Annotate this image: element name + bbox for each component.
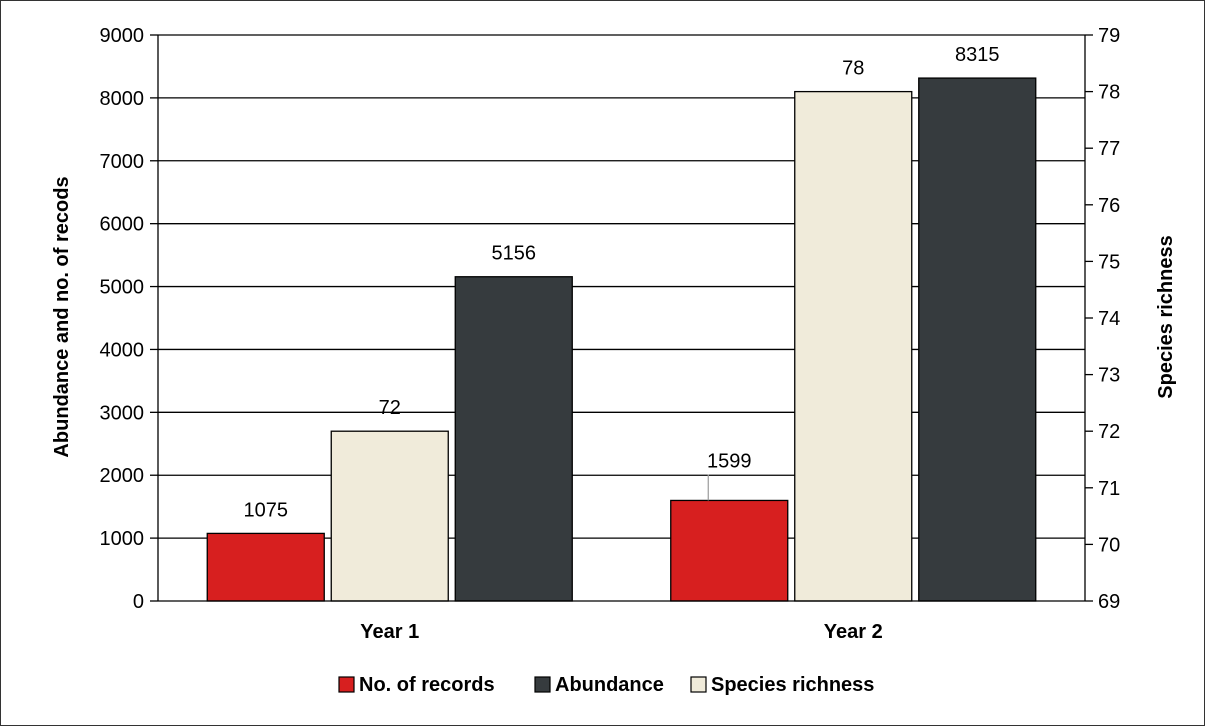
legend-swatch: [690, 676, 707, 693]
bars: [206, 77, 1037, 602]
y-tick-label-right: 79: [1098, 25, 1120, 47]
y-tick-label-left: 2000: [100, 465, 145, 487]
x-category-label: Year 1: [360, 621, 419, 643]
y-tick-label-left: 6000: [100, 214, 145, 236]
y-tick-label-left: 5000: [100, 277, 145, 299]
y-tick-label-left: 4000: [100, 339, 145, 361]
y-tick-label-left: 3000: [100, 402, 145, 424]
legend-label: Abundance: [555, 674, 664, 696]
y-tick-label-left: 7000: [100, 151, 145, 173]
bar-abundance: [918, 77, 1037, 602]
bar-abundance: [454, 276, 573, 602]
data-labels: 1075 72 5156 1599 78 8315: [244, 44, 1000, 521]
axes: 0 1000 2000 3000 4000 5000 6000 7000 8000 9000 69 7…: [100, 25, 1121, 643]
legend-swatch: [338, 676, 355, 693]
data-label: 1075: [244, 499, 289, 521]
y-tick-label-right: 70: [1098, 534, 1120, 556]
bar-species-richness: [794, 90, 913, 602]
y-tick-label-right: 72: [1098, 421, 1120, 443]
bar-species-richness: [330, 430, 449, 602]
legend-swatch: [534, 676, 551, 693]
y-tick-label-right: 71: [1098, 478, 1120, 500]
data-label: 72: [379, 397, 401, 419]
y-tick-label-right: 77: [1098, 138, 1120, 160]
data-label: 78: [842, 58, 864, 80]
y-tick-label-right: 75: [1098, 251, 1120, 273]
bar-no-of-records: [206, 532, 325, 602]
y-tick-label-right: 74: [1098, 308, 1120, 330]
bar-no-of-records: [670, 499, 789, 602]
y-tick-label-left: 9000: [100, 25, 145, 47]
y-tick-label-right: 73: [1098, 365, 1120, 387]
y-tick-label-right: 69: [1098, 591, 1120, 613]
legend: No. of records Abundance Species richness: [338, 674, 874, 696]
data-label: 1599: [707, 450, 752, 472]
legend-label: No. of records: [359, 674, 495, 696]
y-axis-title-left: Abundance and no. of recods: [51, 176, 73, 457]
y-axis-title-right: Species richness: [1155, 235, 1177, 398]
y-tick-label-left: 1000: [100, 528, 145, 550]
y-tick-label-right: 76: [1098, 195, 1120, 217]
data-label: 5156: [492, 243, 537, 265]
y-tick-label-right: 78: [1098, 82, 1120, 104]
data-label: 8315: [955, 44, 1000, 66]
legend-label: Species richness: [711, 674, 874, 696]
gridlines: [158, 34, 1085, 539]
y-tick-label-left: 8000: [100, 88, 145, 110]
x-category-label: Year 2: [824, 621, 883, 643]
y-tick-label-left: 0: [133, 591, 144, 613]
